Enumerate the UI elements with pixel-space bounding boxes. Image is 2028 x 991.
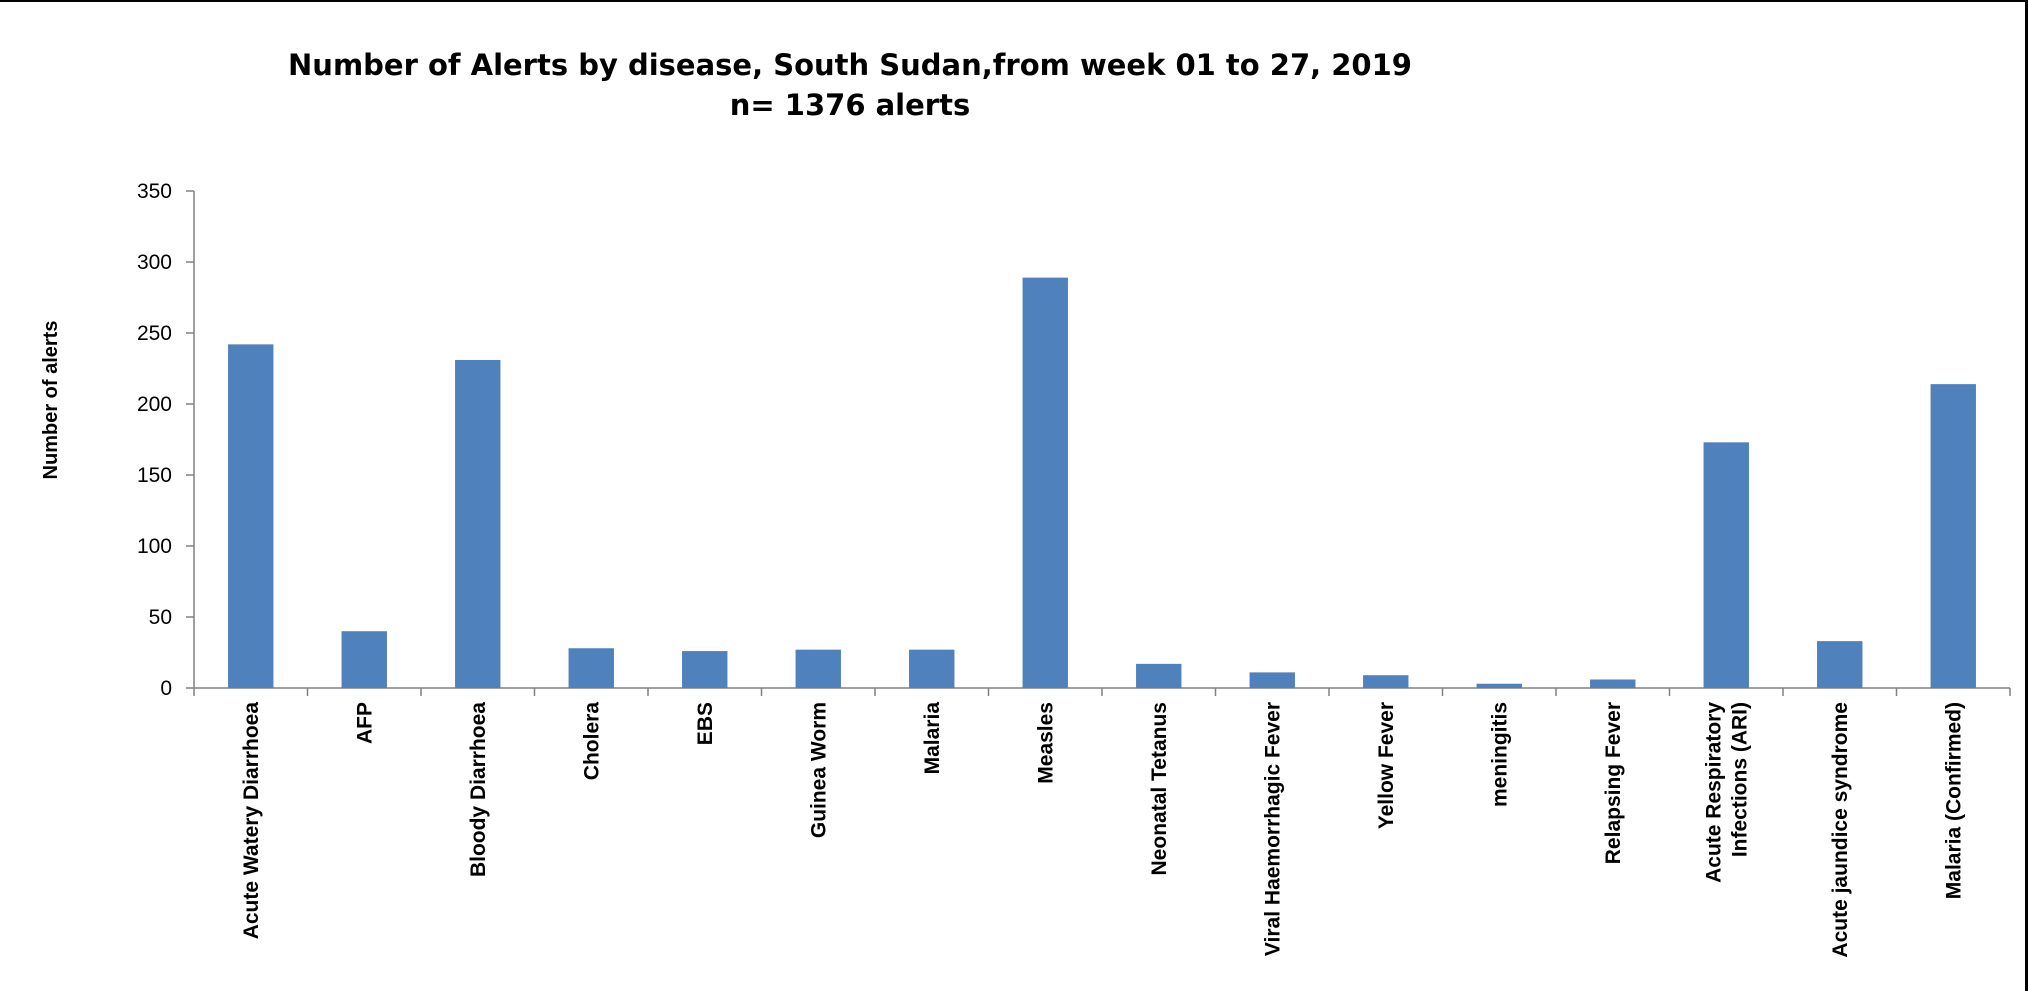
y-tick-label: 300 <box>137 251 172 274</box>
x-axis <box>193 687 2011 696</box>
chart-subtitle: n= 1376 alerts <box>729 88 971 122</box>
category-label-line: Infections (ARI) <box>1728 702 1751 857</box>
category-label-line: Bloody Diarrhoea <box>467 702 490 877</box>
category-label-line: Cholera <box>580 702 603 781</box>
bar <box>1703 442 1749 688</box>
category-label-line: Acute jaundice syndrome <box>1829 702 1852 958</box>
category-label-line: AFP <box>353 702 376 744</box>
category-label: Cholera <box>580 702 603 781</box>
y-tick-label: 100 <box>137 535 172 558</box>
y-tick-label: 350 <box>137 180 172 203</box>
category-label: Viral Haemorrhagic Fever <box>1261 702 1284 956</box>
y-tick-label: 200 <box>137 393 172 416</box>
category-label: Acute jaundice syndrome <box>1829 702 1852 958</box>
bars <box>228 277 1976 688</box>
category-label-line: Malaria <box>921 702 944 775</box>
y-axis-title: Number of alerts <box>40 321 62 480</box>
category-label: Bloody Diarrhoea <box>467 702 490 877</box>
category-label-line: Acute Watery Diarrhoea <box>240 702 263 940</box>
category-label: Yellow Fever <box>1375 702 1398 829</box>
category-label: Guinea Worm <box>807 702 830 838</box>
y-tick-label: 0 <box>160 677 172 700</box>
chart-title: Number of Alerts by disease, South Sudan… <box>288 48 1412 82</box>
category-label-line: EBS <box>694 702 717 745</box>
category-label: meningitis <box>1488 702 1511 807</box>
bar <box>1363 675 1409 688</box>
category-label-line: Measles <box>1034 702 1057 784</box>
category-label: Acute Watery Diarrhoea <box>240 702 263 940</box>
y-axis: 0 50 100 150 200 250 300 350 <box>137 180 195 700</box>
bar <box>1136 663 1182 688</box>
bar <box>795 649 841 688</box>
bar <box>228 344 274 688</box>
bar <box>1930 384 1976 688</box>
bar <box>1590 679 1636 688</box>
category-label-line: Neonatal Tetanus <box>1148 702 1171 875</box>
category-label-line: Yellow Fever <box>1375 702 1398 829</box>
bar <box>909 649 955 688</box>
bar <box>1022 277 1068 688</box>
category-label: AFP <box>353 702 376 744</box>
category-label-line: meningitis <box>1488 702 1511 807</box>
category-label: EBS <box>694 702 717 745</box>
bar <box>1249 672 1295 688</box>
y-tick-label: 250 <box>137 322 172 345</box>
category-label: Neonatal Tetanus <box>1148 702 1171 875</box>
category-label: Relapsing Fever <box>1602 702 1625 864</box>
category-label-line: Guinea Worm <box>807 702 830 838</box>
bar <box>568 648 614 688</box>
bar <box>1476 683 1522 688</box>
bar <box>341 631 387 688</box>
category-label-line: Malaria (Confirmed) <box>1942 702 1965 899</box>
bar <box>455 359 501 688</box>
category-label-line: Viral Haemorrhagic Fever <box>1261 702 1284 956</box>
category-labels: Acute Watery Diarrhoea AFP Bloody Diarrhoe… <box>240 702 1966 958</box>
category-label-line: Relapsing Fever <box>1602 702 1625 864</box>
y-tick-label: 50 <box>149 606 172 629</box>
category-label-line: Acute Respiratory <box>1702 702 1725 883</box>
category-label: Malaria <box>921 702 944 775</box>
y-tick-label: 150 <box>137 464 172 487</box>
bar <box>1817 641 1863 688</box>
category-label: Malaria (Confirmed) <box>1942 702 1965 899</box>
category-label: Measles <box>1034 702 1057 784</box>
bar <box>682 651 728 688</box>
category-label: Acute Respiratory Infections (ARI) <box>1702 702 1751 883</box>
